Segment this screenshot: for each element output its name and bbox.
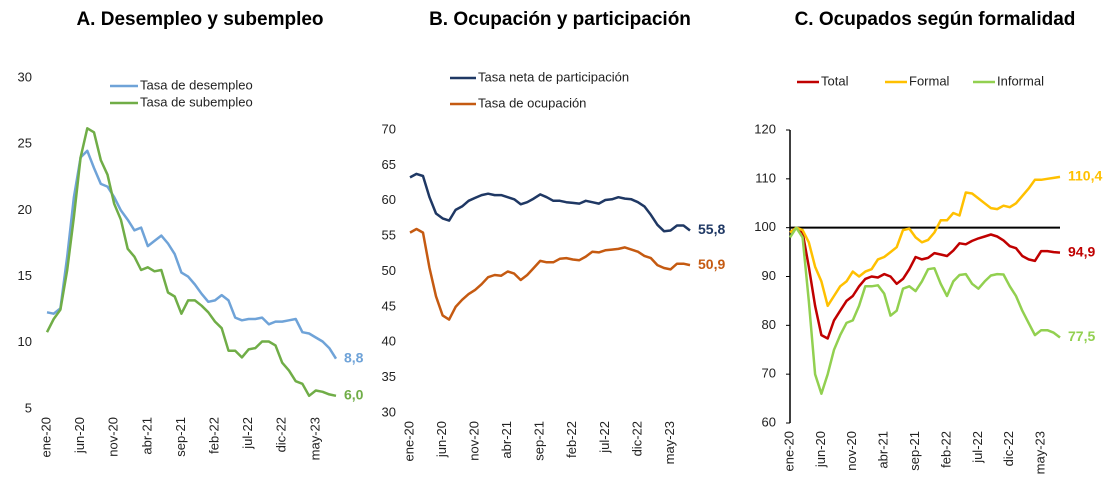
x-tick-label: abr-21 [139,417,154,455]
y-tick-label: 70 [762,366,776,381]
y-tick-label: 20 [18,202,32,217]
legend-label: Tasa neta de participación [478,69,629,84]
x-tick-label: jun-20 [72,417,87,454]
x-tick-label: nov-20 [106,417,121,457]
y-tick-label: 50 [382,263,396,278]
x-tick-label: ene-20 [401,421,416,461]
legend-label: Tasa de subempleo [140,94,253,109]
x-tick-label: sep-21 [532,421,547,461]
series-line [409,172,691,233]
x-tick-label: jul-22 [240,417,255,450]
x-tick-label: ene-20 [38,417,53,457]
x-tick-label: feb-22 [564,421,579,458]
x-tick-label: may-23 [662,421,677,464]
legend-label: Formal [909,73,950,88]
y-tick-label: 60 [762,414,776,429]
panel-title: C. Ocupados según formalidad [795,9,1076,30]
series-line [788,226,1061,395]
x-tick-label: jul-22 [597,421,612,454]
x-tick-label: sep-21 [907,431,922,471]
legend-label: Informal [997,73,1044,88]
x-tick-label: nov-20 [844,431,859,471]
x-tick-label: abr-21 [876,431,891,469]
y-tick-label: 15 [18,268,32,283]
end-label: 110,4 [1068,168,1102,184]
x-tick-label: may-23 [307,417,322,460]
y-tick-label: 55 [382,228,396,243]
end-label: 94,9 [1068,243,1095,259]
legend-label: Total [821,73,849,88]
series-line [45,127,337,398]
y-tick-label: 5 [25,400,32,415]
series-line [789,175,1061,308]
y-tick-label: 70 [382,121,396,136]
y-tick-label: 35 [382,369,396,384]
end-label: 55,8 [698,221,725,237]
x-tick-label: may-23 [1033,431,1048,474]
x-tick-label: sep-21 [173,417,188,457]
x-tick-label: nov-20 [467,421,482,461]
end-label: 6,0 [344,386,364,402]
x-tick-label: abr-21 [499,421,514,459]
series-line [789,226,1061,340]
y-tick-label: 120 [754,121,776,136]
y-tick-label: 30 [18,69,32,84]
y-tick-label: 65 [382,157,396,172]
x-tick-label: feb-22 [938,431,953,468]
legend-label: Tasa de ocupación [478,95,586,110]
panel-title: B. Ocupación y participación [429,9,691,30]
x-tick-label: jun-20 [813,431,828,468]
x-tick-label: ene-20 [781,431,796,471]
x-tick-label: dic-22 [274,417,289,452]
y-tick-label: 45 [382,298,396,313]
end-label: 8,8 [344,349,364,365]
legend-label: Tasa de desempleo [140,77,253,92]
x-tick-label: dic-22 [629,421,644,456]
y-tick-label: 25 [18,136,32,151]
panel-title: A. Desempleo y subempleo [76,9,323,30]
end-label: 77,5 [1068,328,1095,344]
x-tick-label: dic-22 [1001,431,1016,466]
x-tick-label: jul-22 [970,431,985,464]
y-tick-label: 60 [382,192,396,207]
series-line [46,149,338,360]
end-label: 50,9 [698,256,725,272]
y-tick-label: 90 [762,268,776,283]
x-tick-label: jun-20 [434,421,449,458]
y-tick-label: 40 [382,334,396,349]
y-tick-label: 10 [18,334,32,349]
x-tick-label: feb-22 [206,417,221,454]
series-line [409,227,691,321]
y-tick-label: 30 [382,404,396,419]
y-tick-label: 100 [754,219,776,234]
y-tick-label: 80 [762,317,776,332]
y-tick-label: 110 [755,170,776,185]
